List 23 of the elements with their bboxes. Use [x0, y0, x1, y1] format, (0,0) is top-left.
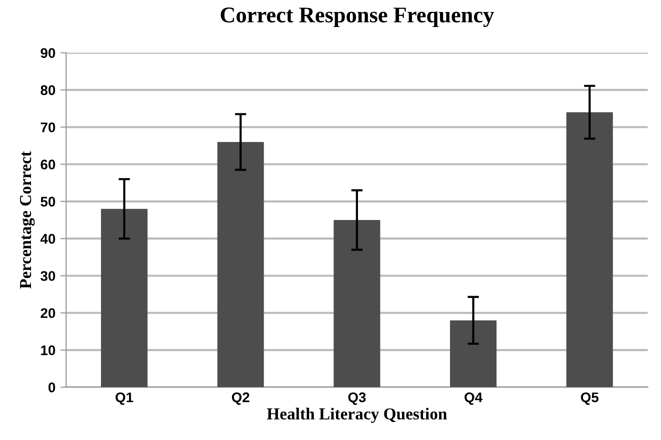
bar	[450, 320, 497, 388]
bar	[566, 112, 613, 388]
y-tick-label: 70	[40, 122, 56, 132]
y-tick-label: 50	[40, 196, 56, 207]
bar	[101, 208, 148, 388]
x-tick-label: Q3	[348, 392, 366, 405]
x-tick-label: Q1	[116, 392, 134, 405]
y-tick-label: 0	[48, 382, 56, 392]
y-tick-label: 10	[41, 345, 56, 356]
y-tick-label: 80	[40, 85, 56, 96]
x-axis-title: Health Literacy Question	[266, 408, 447, 423]
y-axis-title: Percentage Correct	[20, 151, 35, 289]
y-tick-label: 20	[40, 308, 56, 318]
x-tick-label: Q4	[464, 392, 482, 405]
chart-title: Correct Response Frequency	[220, 8, 494, 28]
bar	[217, 142, 264, 388]
x-tick-label: Q2	[232, 392, 250, 405]
bar	[334, 220, 380, 388]
y-tick-label: 30	[40, 271, 56, 281]
y-tick-label: 40	[40, 234, 56, 244]
x-tick-label: Q5	[580, 392, 598, 405]
y-tick-label: 90	[40, 48, 56, 58]
y-tick-label: 60	[40, 160, 56, 170]
